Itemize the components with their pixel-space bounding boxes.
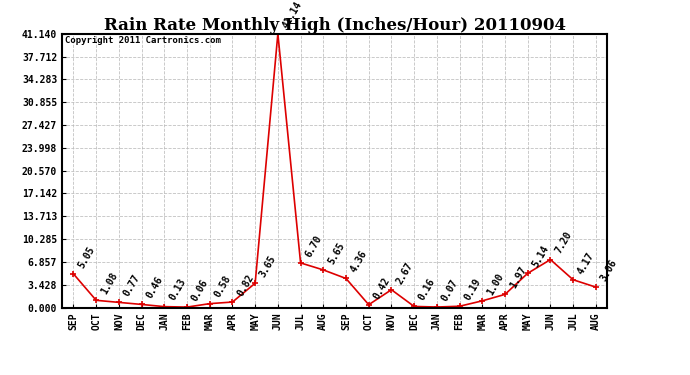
- Title: Rain Rate Monthly High (Inches/Hour) 20110904: Rain Rate Monthly High (Inches/Hour) 201…: [104, 16, 566, 34]
- Text: 1.08: 1.08: [99, 271, 119, 296]
- Text: Copyright 2011 Cartronics.com: Copyright 2011 Cartronics.com: [65, 36, 221, 45]
- Text: 3.65: 3.65: [258, 254, 278, 279]
- Text: 5.65: 5.65: [326, 240, 346, 266]
- Text: 1.97: 1.97: [508, 265, 528, 290]
- Text: 4.17: 4.17: [576, 250, 596, 276]
- Text: 0.07: 0.07: [440, 278, 460, 303]
- Text: 0.82: 0.82: [235, 273, 255, 298]
- Text: 0.13: 0.13: [167, 277, 188, 303]
- Text: 0.06: 0.06: [190, 278, 210, 303]
- Text: 6.70: 6.70: [304, 233, 324, 259]
- Text: 0.77: 0.77: [121, 273, 142, 298]
- Text: 0.42: 0.42: [371, 275, 392, 300]
- Text: 0.58: 0.58: [213, 274, 233, 300]
- Text: 5.05: 5.05: [76, 244, 97, 270]
- Text: 4.36: 4.36: [348, 249, 369, 274]
- Text: 0.46: 0.46: [144, 275, 165, 300]
- Text: 7.20: 7.20: [553, 230, 573, 255]
- Text: 2.67: 2.67: [394, 260, 415, 286]
- Text: 0.16: 0.16: [417, 277, 437, 302]
- Text: 41.14: 41.14: [281, 0, 304, 30]
- Text: 3.06: 3.06: [599, 258, 619, 283]
- Text: 1.00: 1.00: [485, 272, 506, 297]
- Text: 0.19: 0.19: [462, 277, 483, 302]
- Text: 5.14: 5.14: [531, 244, 551, 269]
